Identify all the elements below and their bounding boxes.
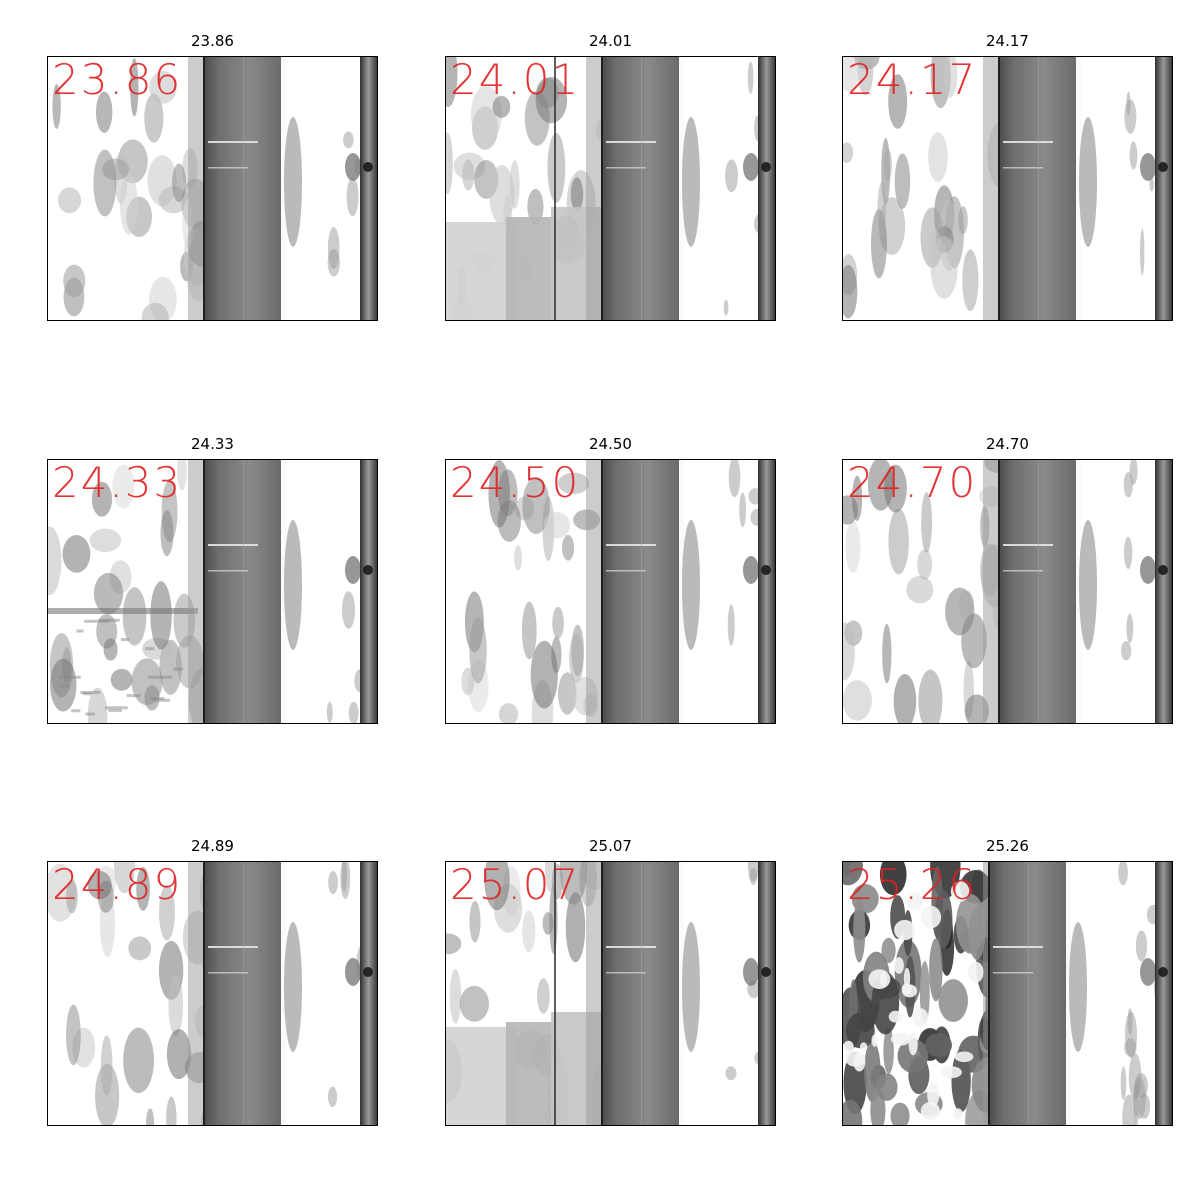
timestamp-overlay: 24.33 [52,459,183,507]
panel-title: 23.86 [191,32,234,50]
panel-title: 24.89 [191,837,234,855]
panel-title: 24.17 [986,32,1029,50]
panel-title: 25.07 [589,837,632,855]
frame-image: 24.01 [445,56,776,321]
timestamp-overlay: 24.50 [450,459,581,507]
timestamp-overlay: 25.26 [847,861,978,909]
panel-title: 24.33 [191,435,234,453]
frame-image: 24.33 [47,459,378,724]
road-frame-photo [446,460,775,723]
frame-image: 23.86 [47,56,378,321]
timestamp-overlay: 23.86 [52,56,183,104]
frame-image: 24.17 [842,56,1173,321]
road-frame-photo [843,57,1172,320]
timestamp-overlay: 24.17 [847,56,978,104]
road-frame-photo [446,57,775,320]
road-frame-photo [446,862,775,1125]
panel-title: 24.50 [589,435,632,453]
road-frame-photo [48,460,377,723]
timestamp-overlay: 24.70 [847,459,978,507]
frame-image: 24.50 [445,459,776,724]
road-frame-photo [843,862,1172,1125]
frame-image: 24.89 [47,861,378,1126]
panel-title: 24.70 [986,435,1029,453]
timestamp-overlay: 24.01 [450,56,581,104]
frame-image: 24.70 [842,459,1173,724]
panel-title: 25.26 [986,837,1029,855]
timestamp-overlay: 25.07 [450,861,581,909]
road-frame-photo [48,57,377,320]
timestamp-overlay: 24.89 [52,861,183,909]
frame-image: 25.26 [842,861,1173,1126]
road-frame-photo [843,460,1172,723]
road-frame-photo [48,862,377,1125]
frame-image: 25.07 [445,861,776,1126]
panel-title: 24.01 [589,32,632,50]
